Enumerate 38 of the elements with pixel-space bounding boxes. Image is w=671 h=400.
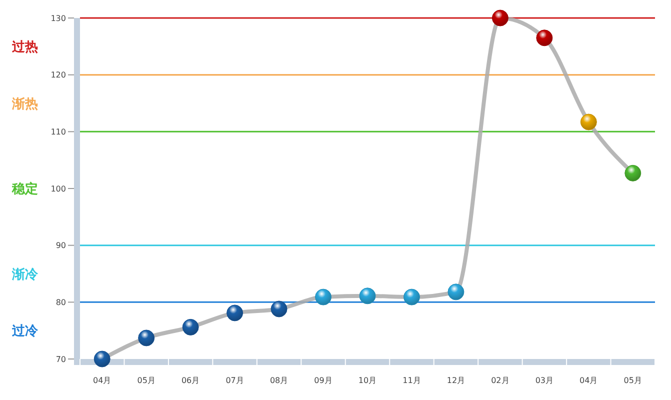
point xyxy=(226,304,244,322)
point xyxy=(359,288,376,304)
point xyxy=(448,284,464,300)
x-tick-label: 08月 xyxy=(270,376,288,385)
x-tick-label: 02月 xyxy=(491,376,510,385)
x-tick-label: 10月 xyxy=(358,376,377,385)
x-tick-label: 04月 xyxy=(93,376,112,385)
x-tick-label: 04月 xyxy=(580,376,598,385)
y-tick-label: 80 xyxy=(56,298,66,307)
y-tick-label: 120 xyxy=(50,70,66,80)
point xyxy=(315,288,332,306)
x-tick-label: 05月 xyxy=(137,376,156,385)
point xyxy=(536,30,553,46)
point xyxy=(182,318,199,336)
point xyxy=(270,300,288,318)
point xyxy=(624,164,642,182)
text: 稳定 xyxy=(11,181,38,198)
x-tick-label: 09月 xyxy=(314,376,332,385)
point xyxy=(492,10,508,26)
x-tick-label: 03月 xyxy=(535,376,554,385)
point xyxy=(403,288,420,306)
x-tick-label: 07月 xyxy=(226,376,244,385)
x-tick-label: 05月 xyxy=(624,376,642,385)
x-tick-label: 11月 xyxy=(402,376,421,385)
text: 过冷 xyxy=(11,324,39,340)
x-tick-label: 12月 xyxy=(446,376,466,385)
y-tick-label: 130 xyxy=(50,14,66,23)
text: 渐热 xyxy=(11,96,38,112)
point xyxy=(94,350,110,368)
point xyxy=(138,330,155,346)
point xyxy=(580,114,597,130)
y-tick-label: 100 xyxy=(50,184,66,194)
text: 渐冷 xyxy=(11,267,39,282)
y-tick-label: 110 xyxy=(50,127,66,136)
y-tick-label: 70 xyxy=(56,354,66,364)
x-tick-label: 06月 xyxy=(181,376,200,385)
text: 过热 xyxy=(11,40,38,55)
y-tick-label: 90 xyxy=(56,241,66,250)
